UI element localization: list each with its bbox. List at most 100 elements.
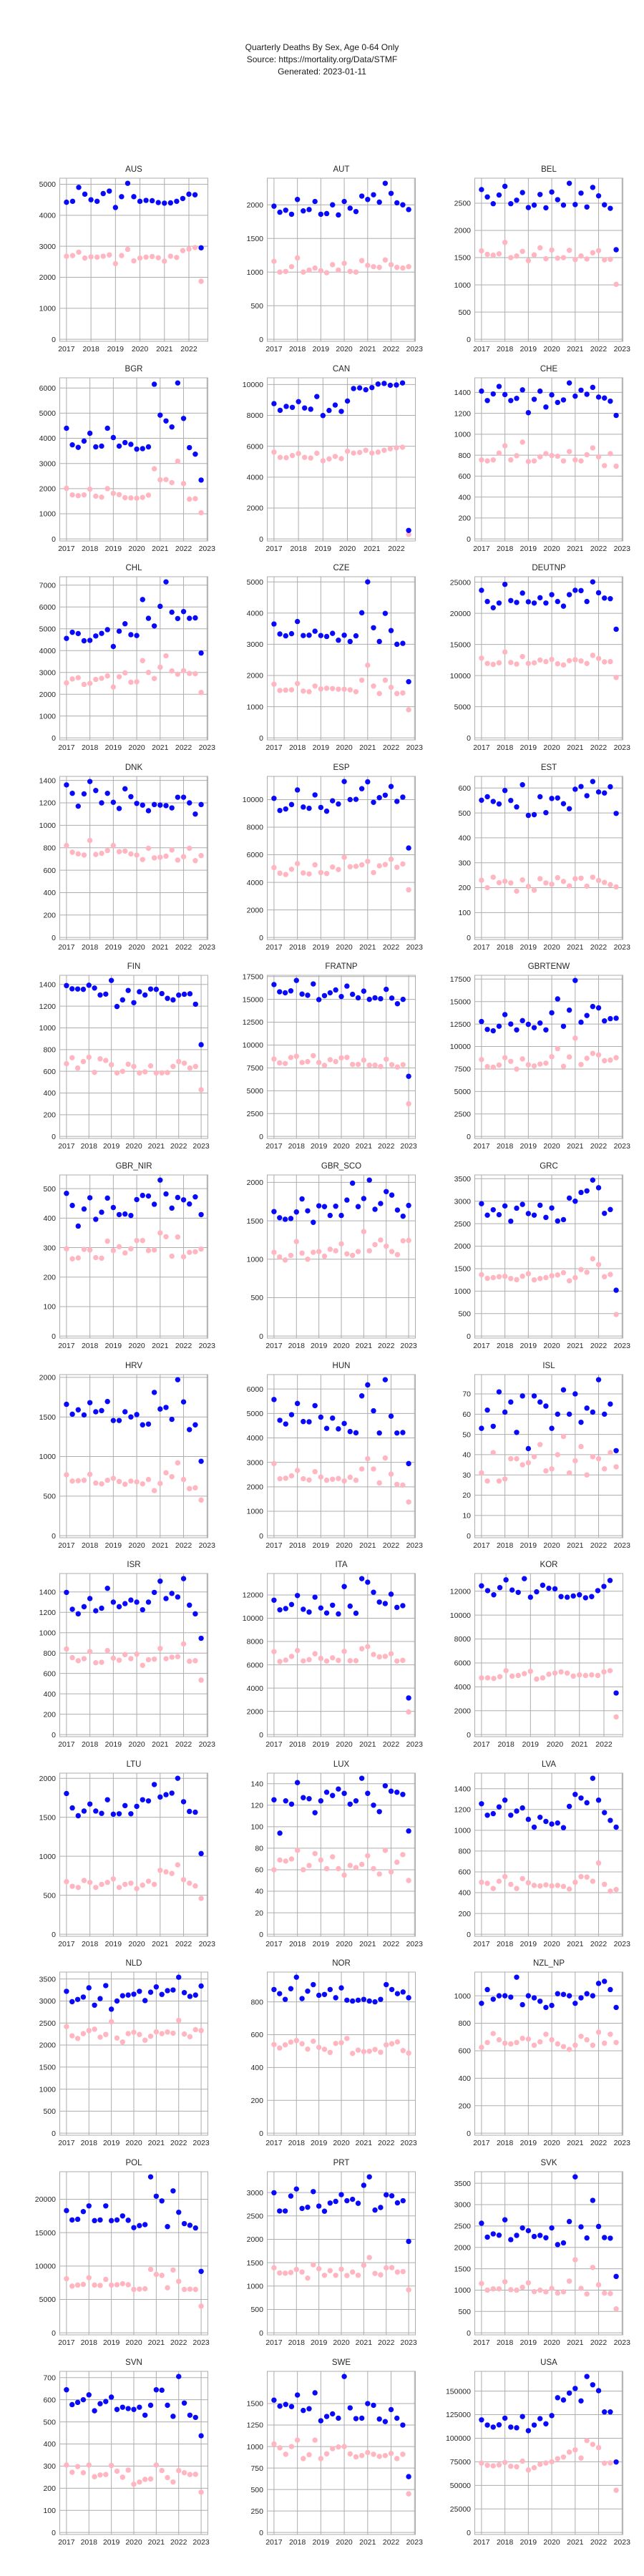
female-point bbox=[145, 670, 152, 675]
male-point bbox=[97, 2401, 103, 2406]
x-tick-label: 2019 bbox=[105, 1342, 122, 1350]
x-tick-label: 2021 bbox=[359, 1740, 376, 1749]
female-point bbox=[125, 2282, 131, 2288]
male-point bbox=[93, 1808, 99, 1814]
male-point bbox=[502, 787, 508, 794]
y-tick-label: 0 bbox=[259, 734, 263, 743]
male-series bbox=[479, 1377, 619, 1453]
y-tick-label: 0 bbox=[467, 734, 471, 743]
gridlines bbox=[59, 178, 208, 341]
female-point bbox=[74, 2036, 81, 2041]
female-point bbox=[305, 1059, 311, 1065]
female-point bbox=[508, 2287, 514, 2293]
x-tick-label: 2022 bbox=[590, 345, 608, 353]
male-point bbox=[389, 1987, 395, 1993]
male-point bbox=[87, 1400, 93, 1405]
male-point bbox=[406, 2238, 411, 2245]
y-tick-label: 5000 bbox=[454, 1088, 472, 1096]
x-tick-label: 2018 bbox=[497, 1342, 514, 1350]
female-point bbox=[103, 2031, 109, 2038]
x-tick-label: 2023 bbox=[400, 1142, 417, 1151]
y-tick-label: 2000 bbox=[247, 1708, 264, 1717]
male-point bbox=[336, 1425, 341, 1432]
male-point bbox=[97, 2217, 103, 2223]
y-tick-label: 1200 bbox=[454, 1805, 472, 1814]
male-point bbox=[378, 2205, 384, 2210]
female-series bbox=[64, 245, 204, 284]
male-point bbox=[170, 997, 176, 1003]
male-point bbox=[128, 1212, 134, 1219]
y-tick-label: 1000 bbox=[454, 1287, 472, 1296]
female-point bbox=[608, 659, 613, 665]
male-point bbox=[81, 1206, 87, 1212]
female-point bbox=[81, 492, 87, 497]
female-point bbox=[137, 2479, 142, 2484]
male-point bbox=[330, 1415, 336, 1421]
x-tick-label: 2022 bbox=[383, 743, 400, 752]
x-tick-label: 2020 bbox=[128, 1342, 145, 1350]
female-point bbox=[566, 658, 572, 664]
male-point bbox=[490, 799, 496, 804]
male-point bbox=[508, 597, 514, 604]
male-point bbox=[584, 1800, 590, 1805]
male-point bbox=[104, 790, 110, 796]
female-point bbox=[306, 2451, 312, 2457]
x-tick-label: 2020 bbox=[543, 1142, 560, 1151]
female-series bbox=[479, 240, 619, 288]
male-point bbox=[69, 1411, 75, 1417]
y-tick-label: 10000 bbox=[35, 2263, 56, 2271]
x-tick-label: 2022 bbox=[175, 943, 192, 952]
male-point bbox=[537, 794, 543, 799]
female-point bbox=[277, 454, 283, 460]
x-tick-label: 2017 bbox=[58, 545, 75, 553]
male-point bbox=[283, 633, 288, 639]
female-point bbox=[341, 1478, 347, 1483]
female-point bbox=[531, 458, 537, 464]
x-tick-label: 2019 bbox=[311, 1142, 328, 1151]
female-point bbox=[122, 670, 128, 676]
plot-border bbox=[59, 776, 208, 940]
x-tick-label: 2019 bbox=[107, 345, 125, 353]
male-point bbox=[80, 1994, 87, 2000]
male-point bbox=[595, 1981, 602, 1986]
y-tick-label: 250 bbox=[250, 2507, 263, 2515]
male-point bbox=[484, 1027, 490, 1033]
x-tick-label: 2022 bbox=[590, 545, 608, 553]
x-tick-label: 2019 bbox=[520, 345, 537, 353]
female-series bbox=[64, 2018, 204, 2045]
x-tick-label: 2019 bbox=[520, 1342, 537, 1350]
female-point bbox=[187, 1880, 192, 1886]
male-point bbox=[508, 397, 514, 404]
male-point bbox=[560, 801, 567, 806]
female-point bbox=[406, 2050, 411, 2057]
x-tick-label: 2023 bbox=[199, 743, 216, 752]
female-point bbox=[531, 887, 537, 893]
female-point bbox=[508, 1058, 514, 1065]
y-tick-label: 2000 bbox=[247, 201, 264, 210]
male-point bbox=[375, 381, 381, 386]
male-point bbox=[125, 2405, 131, 2411]
male-point bbox=[283, 1420, 288, 1427]
subplot-title: CZE bbox=[333, 564, 350, 572]
female-point bbox=[301, 1867, 306, 1873]
y-tick-label: 140 bbox=[250, 1780, 263, 1788]
male-point bbox=[192, 451, 198, 457]
female-point bbox=[323, 2451, 330, 2457]
female-point bbox=[175, 671, 181, 678]
x-tick-label: 2022 bbox=[170, 2538, 187, 2547]
x-tick-labels: 2017 2018 2019 2020 2021 2022 2023 bbox=[58, 943, 215, 952]
male-point bbox=[479, 797, 484, 803]
female-point bbox=[131, 2029, 137, 2036]
female-point bbox=[549, 1273, 555, 1279]
female-point bbox=[388, 856, 394, 862]
gridlines bbox=[474, 2371, 623, 2534]
male-point bbox=[100, 190, 106, 197]
female-point bbox=[187, 2472, 193, 2477]
male-point bbox=[590, 2381, 596, 2388]
male-point bbox=[502, 2415, 508, 2421]
male-point bbox=[602, 2235, 608, 2240]
female-point bbox=[566, 1470, 572, 1475]
female-point bbox=[531, 2288, 537, 2295]
